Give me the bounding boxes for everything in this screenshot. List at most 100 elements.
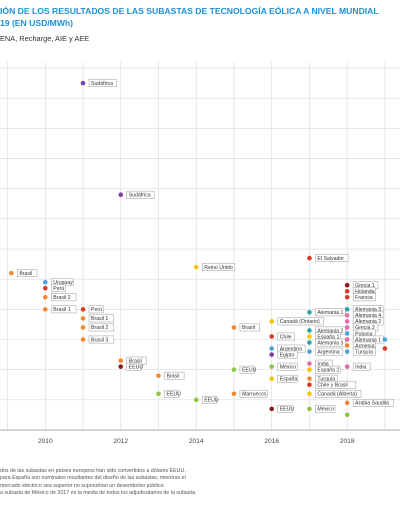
point-label: Uruguay [53,280,73,286]
point-label-box [164,371,185,380]
point-marker [269,334,274,339]
point-marker [9,270,14,276]
point-marker [344,319,350,324]
data-point [382,346,388,351]
point-marker [269,376,274,382]
point-label: Grecia 2 [355,325,375,331]
point-marker [80,307,86,312]
point-label-box [277,362,298,371]
point-marker [344,343,350,348]
data-point: Brasil 2 [42,293,77,302]
data-point: Brasil [156,371,185,380]
point-marker [269,346,274,351]
point-label: EEUU [242,367,257,373]
data-point: EEUU [231,365,257,374]
data-point: Turquía [307,374,338,383]
point-label: EEUU [166,392,181,398]
point-marker [344,307,350,312]
point-label: Alemania 1 [317,310,343,316]
point-label-box [126,190,155,199]
data-point: Perú [42,284,66,293]
data-point: Brasil 1 [42,305,77,314]
title-line-1: IÓN DE LOS RESULTADOS DE LAS SUBASTAS DE… [0,6,379,16]
point-marker [344,288,350,294]
data-point: México [269,362,298,371]
point-label: Canadá (Ontario) [280,319,320,325]
point-label: Alemania 2 [355,319,381,325]
point-marker [80,80,86,86]
point-label-box [315,308,346,317]
point-marker [344,364,350,369]
point-marker [269,319,274,324]
point-marker [307,361,312,366]
x-tick-label: 2018 [340,438,355,445]
point-marker [231,367,237,372]
data-point: Alemania 3 [307,338,346,347]
point-label: España 2 [317,367,339,373]
point-label: Reino Unido [204,265,233,271]
point-label: Perú [91,307,102,313]
data-point: EEUU [269,405,294,413]
point-label: Brasil 2 [91,325,108,331]
point-marker [118,364,124,369]
point-marker [307,367,312,372]
point-label: Sudáfrica [129,193,151,199]
chart-title: IÓN DE LOS RESULTADOS DE LAS SUBASTAS DE… [0,6,400,29]
x-tick-label: 2016 [264,438,279,445]
point-marker [80,337,86,342]
point-marker [344,282,350,288]
point-label: Argentina [280,346,302,352]
x-tick-label: 2012 [113,438,128,445]
point-label: Marruecos [242,392,267,398]
point-label: España 1 [317,334,339,340]
x-tick-label: 2014 [189,438,204,445]
point-label-box [239,389,268,398]
point-label-box [201,263,236,271]
point-label: Chile [280,334,292,340]
point-marker [344,294,350,300]
point-label: Chile y Brasil [317,383,347,389]
point-label: Brasil 2 [53,295,70,301]
point-label: Alemania 4 [355,313,381,319]
point-marker [42,279,48,285]
point-marker [118,358,124,363]
point-label: Armenia [355,343,374,349]
point-label: El Salvador [317,256,344,262]
data-point: Egipto [269,350,298,359]
point-marker [344,400,350,406]
point-label: Turquía [355,349,373,355]
point-marker [344,331,350,336]
point-label: Brasil [129,358,142,364]
data-point: EEUU [193,395,219,404]
point-marker [42,307,48,312]
data-point: Canadá (Alberta) [307,389,362,398]
point-label-box [201,395,217,404]
point-label-box [352,399,394,407]
point-label-box [88,79,117,87]
point-marker [344,349,350,354]
data-point: Arabia Saudita [344,399,394,407]
x-axis-ticks: 2010 2012 2014 2016 2018 [38,438,355,445]
data-point [382,337,388,342]
point-label-box [315,389,362,398]
title-line-2: 19 (EN USD/MWh) [0,17,74,28]
data-point: Sudáfrica [80,79,117,87]
point-label-box [315,338,346,347]
point-label-box [277,332,295,341]
point-label-box [88,305,104,314]
point-marker [344,412,350,418]
grid [0,62,400,431]
x-tick-label: 2010 [38,438,53,445]
data-point: Turquía [344,347,376,356]
point-label-box [88,335,115,344]
point-label: Brasil 3 [91,337,108,343]
point-label-box [277,405,293,413]
note-line-4: a subasta de México de 2017 es la media … [0,490,197,497]
point-label: Grecia 1 [355,283,375,289]
point-marker [156,373,161,379]
point-label: Canadá (Alberta) [317,392,357,398]
data-point: Brasil [231,323,260,332]
point-marker [193,264,199,270]
